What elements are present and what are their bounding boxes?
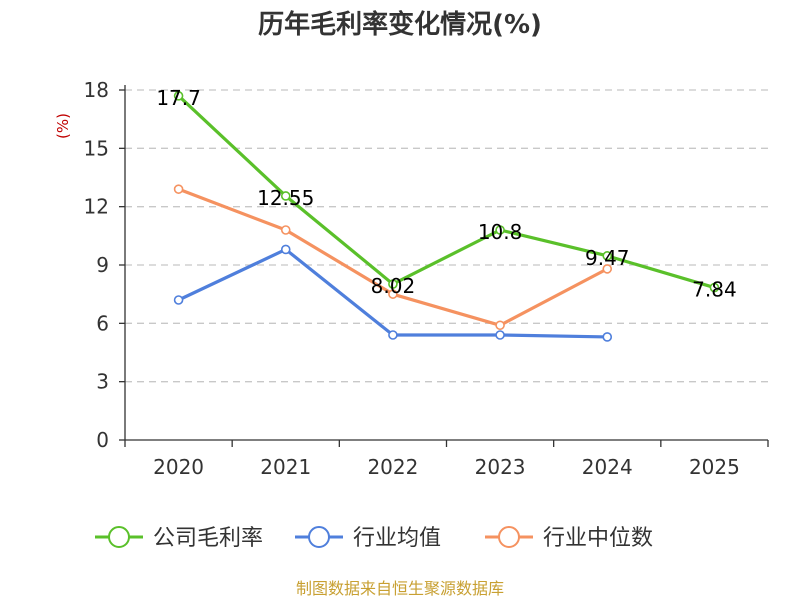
legend-label: 公司毛利率: [153, 526, 263, 551]
data-point: [495, 225, 505, 235]
y-tick-label: 9: [96, 253, 109, 277]
legend-item-2[interactable]: 行业中位数: [485, 526, 653, 551]
x-tick-label: 2025: [689, 455, 740, 479]
data-point: [602, 332, 613, 342]
legend-label: 行业中位数: [543, 526, 653, 551]
series-2: [173, 184, 613, 331]
data-point: [173, 91, 184, 101]
data-point: [173, 295, 184, 305]
source-note: 制图数据来自恒生聚源数据库: [296, 579, 504, 598]
data-point: [280, 191, 291, 201]
data-point: [280, 244, 291, 255]
data-label: 9.47: [585, 246, 630, 270]
legend-marker: [108, 526, 130, 548]
data-labels: 17.7 12.55 8.02 10.8 9.47 7.84: [156, 86, 736, 302]
x-tick-label: 2024: [582, 455, 633, 479]
series: [173, 91, 720, 342]
legend-marker: [308, 526, 330, 548]
data-point: [495, 320, 505, 331]
legend-marker: [498, 526, 520, 548]
axes: 0 3 6 9 12 15 18 2020 2021 2022 2023 2024 2025: [84, 78, 769, 479]
y-tick-label: 15: [84, 136, 109, 160]
data-point: [280, 225, 291, 235]
legend-label: 行业均值: [353, 526, 441, 551]
chart-title: 历年毛利率变化情况(%): [258, 9, 542, 40]
legend: 公司毛利率 行业均值 行业中位数: [95, 526, 653, 551]
data-point: [388, 289, 398, 299]
y-tick-label: 0: [96, 428, 109, 452]
data-point: [388, 279, 398, 289]
y-tick-label: 18: [84, 78, 109, 102]
x-tick-label: 2023: [475, 455, 526, 479]
y-tick-label: 3: [96, 370, 109, 394]
data-point: [602, 251, 613, 261]
data-point: [173, 184, 184, 194]
y-tick-label: 12: [84, 195, 109, 219]
data-label: 10.8: [478, 220, 523, 244]
legend-item-0[interactable]: 公司毛利率: [95, 526, 263, 551]
data-point: [709, 282, 720, 293]
data-point: [495, 330, 505, 340]
data-label: 12.55: [257, 186, 314, 210]
y-tick-label: 6: [96, 311, 109, 335]
y-axis-unit: (%): [54, 113, 72, 139]
x-tick-label: 2021: [260, 455, 311, 479]
data-label: 8.02: [371, 274, 416, 298]
legend-item-1[interactable]: 行业均值: [295, 526, 441, 551]
series-line: [177, 94, 715, 290]
data-label: 7.84: [692, 278, 737, 302]
series-0: [173, 91, 720, 293]
data-label: 17.7: [156, 86, 201, 110]
x-tick-label: 2020: [153, 455, 204, 479]
data-point: [602, 264, 613, 274]
x-tick-label: 2022: [367, 455, 418, 479]
series-line: [178, 187, 608, 327]
series-1: [173, 244, 613, 342]
data-point: [388, 330, 398, 340]
